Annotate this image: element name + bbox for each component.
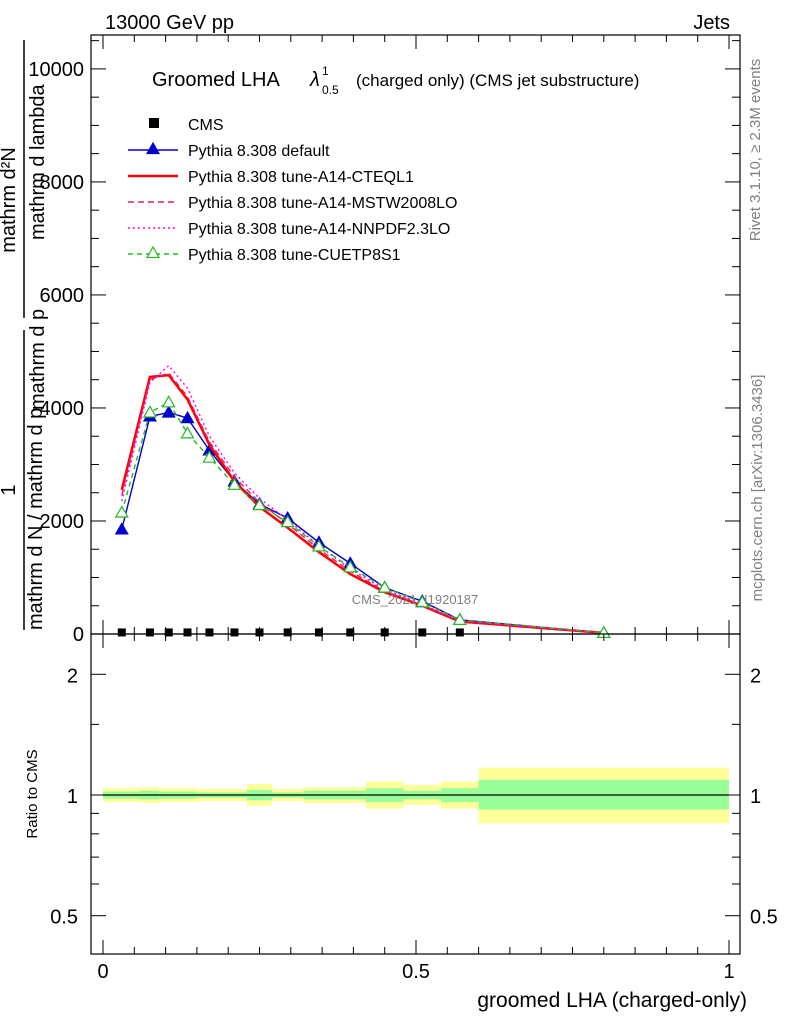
ratio-panel: 0.5 0.5 1 1 2 2 0 0.5 1 Ratio to CMS groomed LHA… xyxy=(24,633,778,1012)
cms-point xyxy=(145,628,154,637)
legend-entry: Pythia 8.308 default xyxy=(128,141,330,160)
watermark: CMS_2021_I1920187 xyxy=(352,592,479,607)
cms-point xyxy=(255,628,264,637)
cms-point xyxy=(314,628,323,637)
series-marker xyxy=(227,477,242,490)
legend-swatch xyxy=(149,118,159,128)
legend-marker xyxy=(145,141,161,155)
title-sup: 1 xyxy=(322,64,329,78)
ratio-y-tick-label: 0.5 xyxy=(50,907,78,929)
title-symbol: λ xyxy=(309,69,320,91)
ratio-y-tick-label: 2 xyxy=(67,665,78,687)
title-sub: 0.5 xyxy=(322,83,339,97)
legend-entry: CMS xyxy=(149,117,224,134)
series-marker xyxy=(452,612,467,625)
y-tick-label: 8000 xyxy=(40,172,85,194)
legend-label: Pythia 8.308 tune-A14-NNPDF2.3LO xyxy=(188,221,450,238)
legend-label: Pythia 8.308 tune-A14-CTEQL1 xyxy=(188,169,414,186)
series-marker xyxy=(252,497,267,511)
header-left: 13000 GeV pp xyxy=(105,12,234,34)
legend-label: Pythia 8.308 tune-CUETP8S1 xyxy=(188,247,401,264)
ratio-bands xyxy=(103,767,729,824)
legend: CMS Pythia 8.308 default Pythia 8.308 tune… xyxy=(128,117,457,264)
x-tick-label: 0.5 xyxy=(402,961,430,983)
series-marker xyxy=(114,522,129,535)
cms-point xyxy=(164,628,173,637)
cms-point xyxy=(346,628,355,637)
ratio-y-tick-label: 1 xyxy=(67,786,78,808)
cms-point xyxy=(380,628,389,637)
x-tick-label: 1 xyxy=(723,961,734,983)
series-marker xyxy=(161,405,176,418)
legend-marker xyxy=(145,245,161,259)
title-main: Groomed LHA xyxy=(152,69,280,91)
cms-point xyxy=(230,628,239,637)
rivet-label: Rivet 3.1.10, ≥ 2.3M events xyxy=(747,59,764,242)
ratio-y-tick-label-right: 0.5 xyxy=(750,907,778,929)
ylabel-num: mathrm d²N xyxy=(0,147,20,253)
series-marker xyxy=(180,410,195,424)
series-marker xyxy=(280,514,295,528)
chart-title: Groomed LHA λ 1 0.5 (charged only) (CMS … xyxy=(152,64,639,97)
cms-point xyxy=(455,628,464,637)
y-tick-label: 6000 xyxy=(40,285,85,307)
cms-point xyxy=(418,628,427,637)
series-marker xyxy=(311,539,327,552)
series-marker xyxy=(180,426,195,439)
legend-entry: Pythia 8.308 tune-CUETP8S1 xyxy=(128,245,401,264)
cms-point xyxy=(183,628,192,637)
main-curves xyxy=(114,364,611,638)
legend-entry: Pythia 8.308 tune-A14-NNPDF2.3LO xyxy=(128,221,450,238)
series-marker xyxy=(415,595,430,608)
ylabel-frac2-den-tail: mathrm d lambda xyxy=(27,84,49,240)
ylabel-frac2-den-main: mathrm d p xyxy=(27,309,49,410)
ylabel-frac1-den: mathrm d N / mathrm d p xyxy=(25,408,47,630)
series-marker xyxy=(202,450,217,463)
series-0 xyxy=(117,628,464,637)
title-suffix: (charged only) (CMS jet substructure) xyxy=(356,71,639,90)
series-marker xyxy=(161,395,176,408)
top-y-label: 1 mathrm d N / mathrm d p mathrm d²N mat… xyxy=(0,40,49,630)
header-right: Jets xyxy=(693,12,730,34)
series-line xyxy=(121,401,604,634)
series-marker xyxy=(114,505,129,518)
series-3 xyxy=(121,372,604,634)
cms-point xyxy=(205,628,214,637)
series-marker xyxy=(142,405,157,418)
cms-point xyxy=(117,628,126,637)
main-ticks: 0 2000 4000 6000 8000 10000 xyxy=(28,35,740,646)
series-line xyxy=(121,372,604,634)
ratio-ticks: 0.5 0.5 1 1 2 2 0 0.5 1 xyxy=(50,634,778,983)
series-5 xyxy=(114,395,611,638)
series-marker xyxy=(377,580,392,593)
legend-label: CMS xyxy=(188,117,224,134)
legend-entry: Pythia 8.308 tune-A14-CTEQL1 xyxy=(128,169,414,186)
cms-point xyxy=(283,628,292,637)
x-tick-label: 0 xyxy=(97,961,108,983)
ratio-y-tick-label-right: 1 xyxy=(750,786,761,808)
y-tick-label: 0 xyxy=(73,624,84,646)
ratio-y-tick-label-right: 2 xyxy=(750,665,761,687)
legend-label: Pythia 8.308 default xyxy=(188,143,330,160)
mcplots-label: mcplots.cern.ch [arXiv:1306.3436] xyxy=(749,375,766,602)
x-axis-label: groomed LHA (charged-only) xyxy=(477,989,747,1012)
ratio-y-label: Ratio to CMS xyxy=(24,749,41,838)
series-marker xyxy=(343,560,358,573)
ylabel-frac1-num: 1 xyxy=(0,484,20,495)
y-tick-label: 4000 xyxy=(40,398,85,420)
main-panel: 0 2000 4000 6000 8000 10000 CMS_2021_I1920187… xyxy=(28,34,741,646)
legend-label: Pythia 8.308 tune-A14-MSTW2008LO xyxy=(188,195,457,212)
y-tick-label: 2000 xyxy=(40,511,85,533)
legend-entry: Pythia 8.308 tune-A14-MSTW2008LO xyxy=(128,195,457,212)
y-tick-label: 10000 xyxy=(28,59,84,81)
